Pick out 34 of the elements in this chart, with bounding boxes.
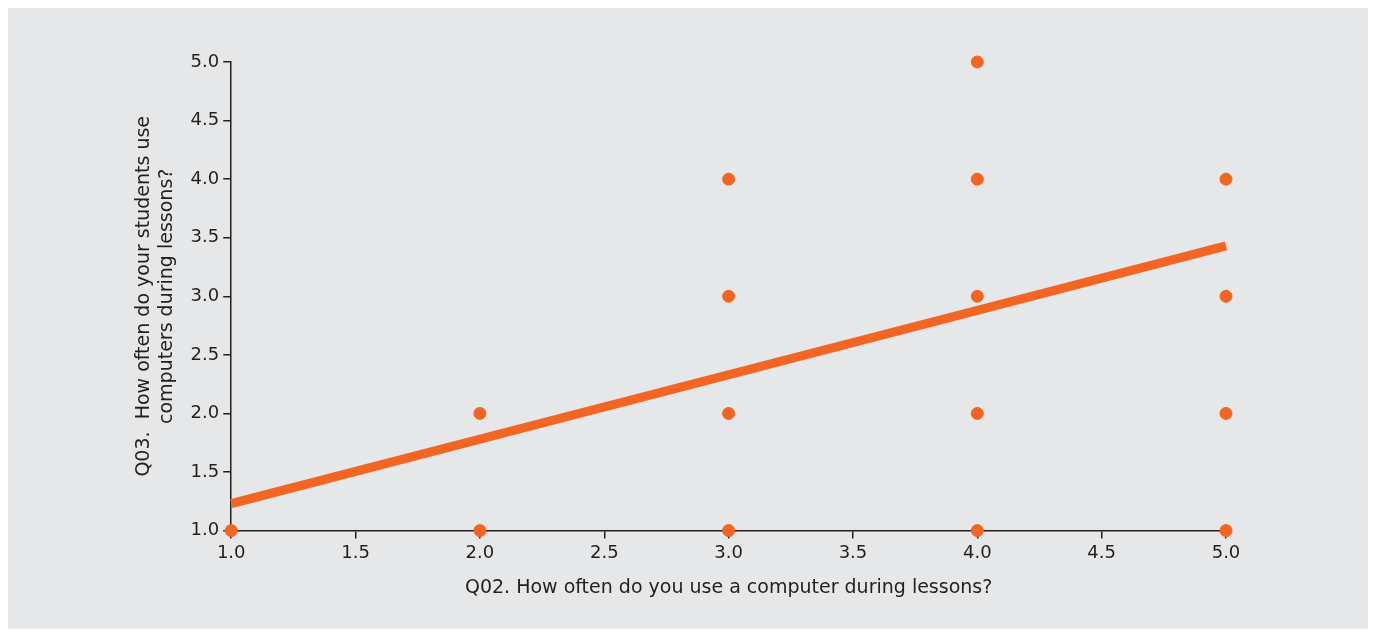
point bbox=[1219, 289, 1233, 303]
point bbox=[722, 524, 736, 538]
x-tick-label: 4.5 bbox=[1087, 541, 1116, 563]
y-tick-label: 4.0 bbox=[190, 166, 220, 188]
y-tick-label: 1.0 bbox=[190, 518, 220, 540]
y-tick-label: 3.5 bbox=[190, 225, 220, 247]
point bbox=[722, 289, 736, 303]
point bbox=[970, 172, 984, 186]
x-tick-label: 1.5 bbox=[341, 541, 370, 563]
y-tick-label: 3.0 bbox=[190, 283, 220, 305]
point bbox=[970, 406, 984, 420]
x-tick-label: 3.0 bbox=[714, 541, 743, 563]
point bbox=[1219, 172, 1233, 186]
y-tick-label: 2.0 bbox=[190, 401, 220, 423]
y-tick-label: 5.0 bbox=[190, 49, 220, 71]
point bbox=[722, 172, 736, 186]
x-tick-label: 1.0 bbox=[216, 541, 246, 563]
point bbox=[970, 55, 984, 69]
x-axis-title: Q02. How often do you use a computer during lessons? bbox=[464, 574, 993, 597]
y-tick-label: 4.5 bbox=[190, 108, 220, 130]
point bbox=[722, 406, 736, 420]
x-tick-label: 2.0 bbox=[465, 541, 495, 563]
x-tick-label: 3.5 bbox=[838, 541, 868, 563]
point bbox=[1219, 406, 1233, 420]
point bbox=[473, 406, 487, 420]
y-axis-title: Q03. How often do your students use computers during lessons? bbox=[131, 115, 177, 477]
x-tick-label: 4.0 bbox=[962, 541, 992, 563]
point bbox=[970, 289, 984, 303]
x-tick-label: 5.0 bbox=[1211, 541, 1241, 563]
point bbox=[473, 524, 487, 538]
y-tick-label: 1.5 bbox=[190, 459, 220, 481]
x-tick-label: 2.5 bbox=[589, 541, 619, 563]
point bbox=[970, 524, 984, 538]
y-tick-label: 2.5 bbox=[190, 342, 220, 364]
